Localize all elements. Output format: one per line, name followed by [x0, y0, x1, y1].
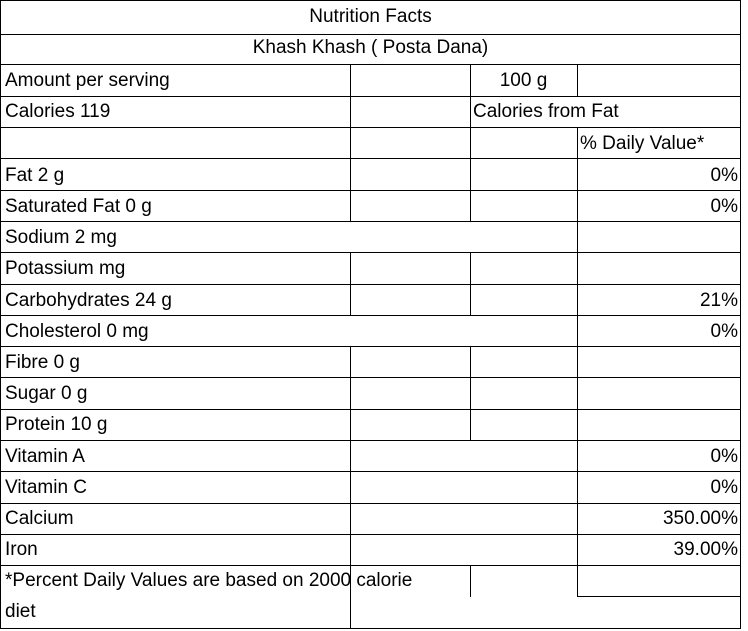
grid-line: [0, 34, 741, 35]
grid-line: [0, 315, 741, 316]
grid-line: [0, 409, 741, 410]
calories-label: Calories 119: [5, 101, 111, 122]
grid-line: [0, 377, 741, 378]
grid-line: [470, 565, 471, 597]
grid-line: [0, 346, 741, 347]
grid-line: [0, 0, 741, 1]
nutrient-label: Protein 10 g: [5, 414, 108, 435]
nutrient-daily-value: 0%: [710, 446, 738, 467]
grid-line: [470, 252, 471, 315]
nutrient-label: Fat 2 g: [5, 165, 65, 186]
serving-label: Amount per serving: [5, 70, 170, 91]
grid-line: [0, 284, 741, 285]
grid-line: [0, 534, 741, 535]
nutrient-label: Vitamin A: [5, 446, 85, 467]
product-name: Khash Khash ( Posta Dana): [252, 37, 489, 58]
nutrient-daily-value: 21%: [699, 290, 738, 311]
nutrient-label: Sugar 0 g: [5, 383, 88, 404]
grid-line: [0, 127, 741, 128]
nutrient-label: Vitamin C: [5, 477, 88, 498]
grid-line: [577, 127, 578, 597]
grid-line: [0, 503, 741, 504]
nutrient-label: Saturated Fat 0 g: [5, 196, 152, 217]
grid-line: [0, 471, 741, 472]
nutrient-daily-value: 350.00%: [662, 508, 738, 529]
grid-line: [0, 252, 741, 253]
grid-line: [740, 0, 741, 629]
grid-line: [577, 596, 741, 597]
nutrient-label: Cholesterol 0 mg: [5, 321, 149, 342]
nutrient-label: Potassium mg: [5, 258, 126, 279]
nutrient-label: Fibre 0 g: [5, 352, 80, 373]
nutrient-label: Sodium 2 mg: [5, 227, 117, 248]
grid-line: [470, 64, 471, 222]
grid-line: [0, 96, 741, 97]
nutrient-daily-value: 0%: [710, 321, 738, 342]
grid-line: [0, 565, 741, 566]
table-title: Nutrition Facts: [309, 6, 432, 27]
grid-line: [0, 0, 1, 629]
footnote-line-1: *Percent Daily Values are based on 2000 …: [5, 570, 413, 591]
grid-line: [0, 190, 741, 191]
nutrient-label: Iron: [5, 539, 38, 560]
footnote-line-2: diet: [5, 601, 36, 622]
grid-line: [350, 64, 351, 222]
nutrient-daily-value: 0%: [710, 196, 738, 217]
grid-line: [0, 158, 741, 159]
grid-line: [350, 346, 351, 629]
grid-line: [0, 440, 741, 441]
nutrient-label: Carbohydrates 24 g: [5, 290, 172, 311]
grid-line: [577, 64, 578, 96]
daily-value-header: % Daily Value*: [580, 133, 705, 154]
grid-line: [0, 628, 741, 629]
grid-line: [350, 252, 351, 315]
calories-from-fat-label: Calories from Fat: [473, 101, 619, 122]
serving-size: 100 g: [499, 70, 548, 91]
grid-line: [0, 64, 741, 65]
grid-line: [0, 221, 741, 222]
nutrient-daily-value: 0%: [710, 477, 738, 498]
nutrient-daily-value: 39.00%: [673, 539, 738, 560]
nutrient-label: Calcium: [5, 508, 74, 529]
grid-line: [470, 346, 471, 441]
nutrient-daily-value: 0%: [710, 165, 738, 186]
